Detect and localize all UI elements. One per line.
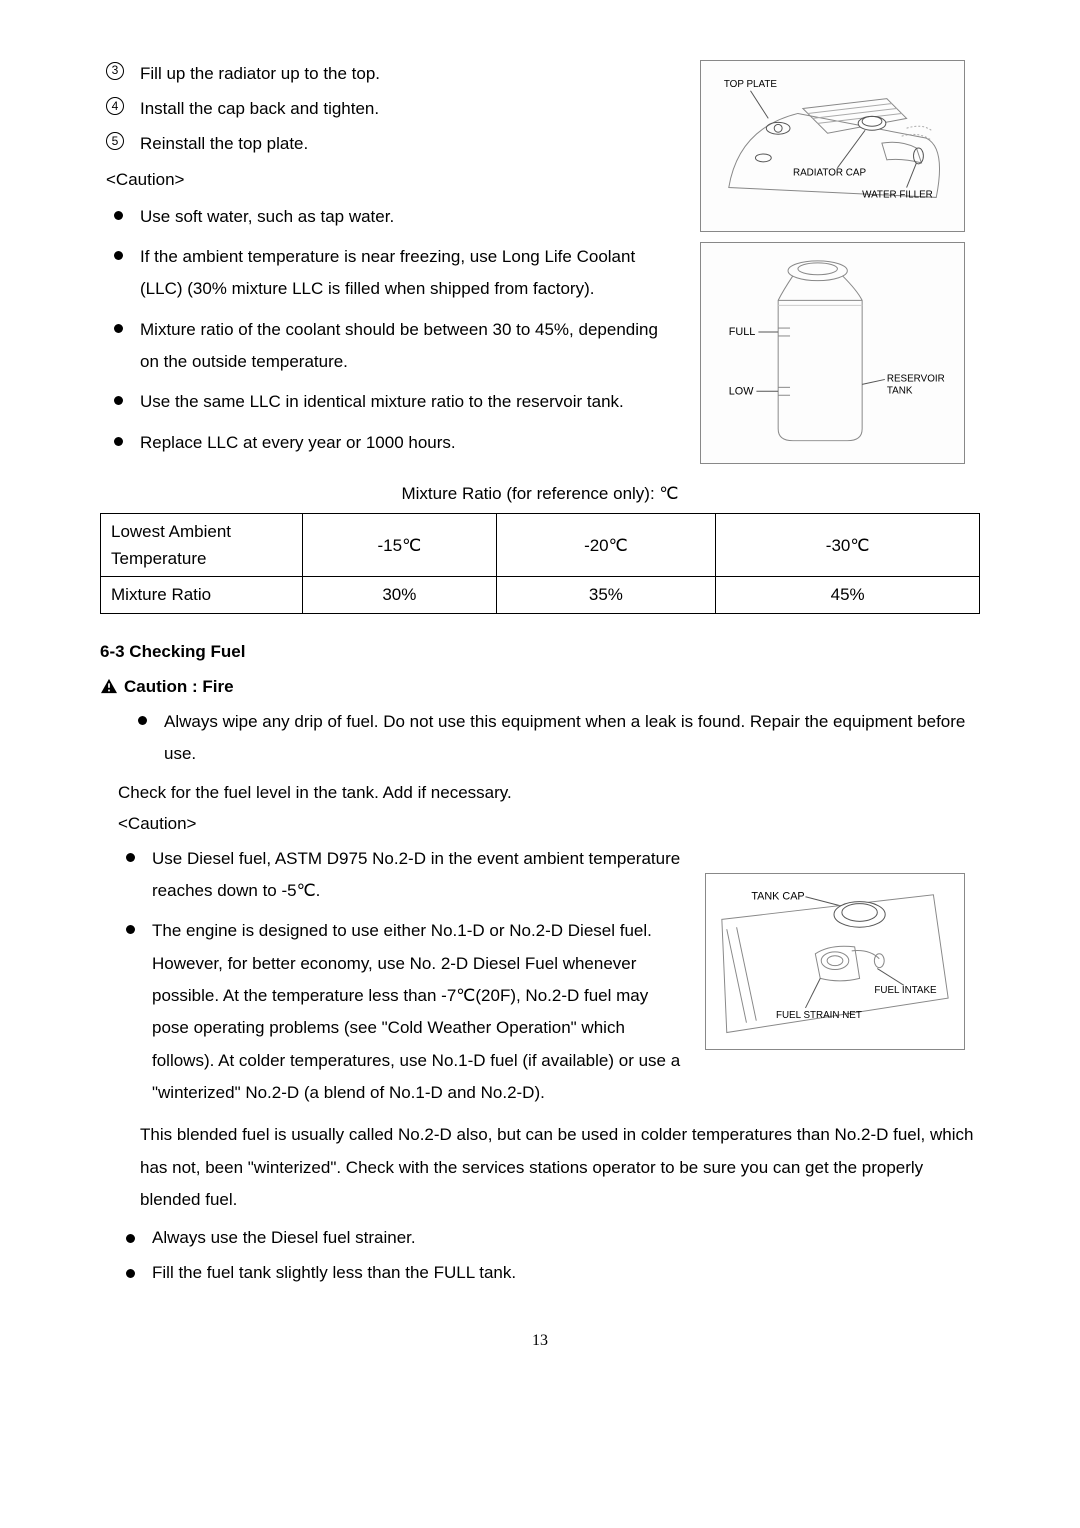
cell-c1: -15℃ <box>303 513 496 576</box>
bullet-replace: Replace LLC at every year or 1000 hours. <box>140 427 680 459</box>
label-reservoir: RESERVOIR <box>887 374 945 385</box>
radiator-svg: TOP PLATE RADIATOR CAP WATER FILLER <box>709 69 956 217</box>
step-4-text: Install the cap back and tighten. <box>140 99 379 118</box>
caution-bullets-1: Use soft water, such as tap water. If th… <box>100 201 680 459</box>
bullet-llc: If the ambient temperature is near freez… <box>140 241 680 306</box>
warning-icon <box>100 678 118 694</box>
label-tank: TANK <box>887 385 913 396</box>
reservoir-svg: FULL LOW RESERVOIR TANK <box>709 251 956 449</box>
marker-5: 5 <box>106 132 124 150</box>
bullet-fill-tank: Fill the fuel tank slightly less than th… <box>152 1259 980 1288</box>
bullet-same-llc: Use the same LLC in identical mixture ra… <box>140 386 680 418</box>
marker-4: 4 <box>106 97 124 115</box>
cell-r1: 30% <box>303 577 496 613</box>
reservoir-diagram: FULL LOW RESERVOIR TANK <box>700 242 965 464</box>
label-low: LOW <box>729 385 754 397</box>
blend-note: This blended fuel is usually called No.2… <box>140 1119 980 1216</box>
step-5-text: Reinstall the top plate. <box>140 134 308 153</box>
label-fuel-intake: FUEL INTAKE <box>874 985 937 996</box>
label-top-plate: TOP PLATE <box>724 79 778 90</box>
label-water-filler: WATER FILLER <box>862 189 933 200</box>
radiator-diagram: TOP PLATE RADIATOR CAP WATER FILLER <box>700 60 965 232</box>
cell-r2: 35% <box>496 577 716 613</box>
bullet-diesel-astm: Use Diesel fuel, ASTM D975 No.2-D in the… <box>152 843 685 908</box>
cell-header-lowest: Lowest Ambient Temperature <box>101 513 303 576</box>
marker-3: 3 <box>106 62 124 80</box>
mixture-table: Lowest Ambient Temperature -15℃ -20℃ -30… <box>100 513 980 614</box>
bullet-soft-water: Use soft water, such as tap water. <box>140 201 680 233</box>
step-5: 5Reinstall the top plate. <box>140 130 680 157</box>
step-3: 3Fill up the radiator up to the top. <box>140 60 680 87</box>
label-radiator-cap: RADIATOR CAP <box>793 168 866 179</box>
caution-label-1: <Caution> <box>106 166 680 193</box>
page-number: 13 <box>100 1328 980 1354</box>
cell-c3: -30℃ <box>716 513 980 576</box>
bullet-mixture: Mixture ratio of the coolant should be b… <box>140 314 680 379</box>
label-strain-net: FUEL STRAIN NET <box>776 1010 862 1021</box>
label-tank-cap: TANK CAP <box>751 891 804 903</box>
bullet-engine-design: The engine is designed to use either No.… <box>152 915 685 1109</box>
last-bullets: Always use the Diesel fuel strainer. Fil… <box>100 1224 980 1288</box>
table-row: Lowest Ambient Temperature -15℃ -20℃ -30… <box>101 513 980 576</box>
fuel-svg: TANK CAP FUEL INTAKE FUEL STRAIN NET <box>712 880 958 1037</box>
cell-c2: -20℃ <box>496 513 716 576</box>
cell-header-mixture: Mixture Ratio <box>101 577 303 613</box>
table-caption: Mixture Ratio (for reference only): ℃ <box>100 480 980 507</box>
bullet-strainer: Always use the Diesel fuel strainer. <box>152 1224 980 1253</box>
caution-fire-text: Caution : Fire <box>124 673 234 700</box>
step-4: 4Install the cap back and tighten. <box>140 95 680 122</box>
caution-fire-line: Caution : Fire <box>100 673 980 700</box>
fuel-tank-diagram: TANK CAP FUEL INTAKE FUEL STRAIN NET <box>705 873 965 1050</box>
fire-warning-bullet: Always wipe any drip of fuel. Do not use… <box>164 706 980 771</box>
table-row: Mixture Ratio 30% 35% 45% <box>101 577 980 613</box>
caution-label-2: <Caution> <box>118 810 980 837</box>
fuel-bullets: Use Diesel fuel, ASTM D975 No.2-D in the… <box>100 843 685 1109</box>
cell-r3: 45% <box>716 577 980 613</box>
fire-warning-list: Always wipe any drip of fuel. Do not use… <box>100 706 980 771</box>
numbered-steps: 3Fill up the radiator up to the top. 4In… <box>100 60 680 158</box>
label-full: FULL <box>729 326 756 338</box>
step-3-text: Fill up the radiator up to the top. <box>140 64 380 83</box>
section-6-3-heading: 6-3 Checking Fuel <box>100 638 980 665</box>
check-fuel-text: Check for the fuel level in the tank. Ad… <box>118 779 980 806</box>
